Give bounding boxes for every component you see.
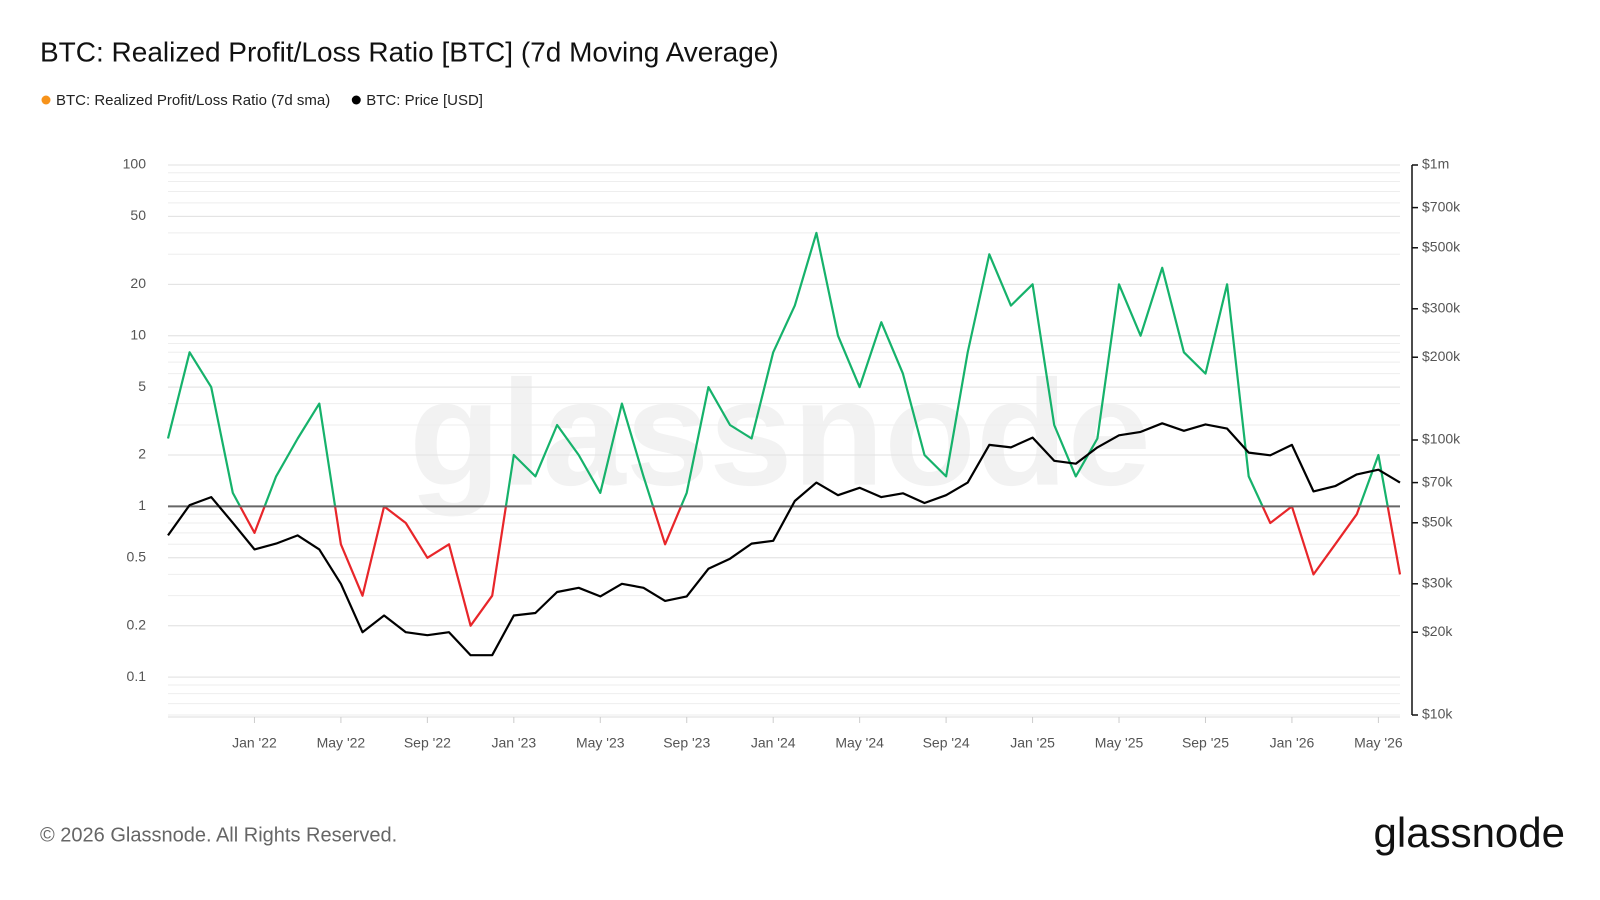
y-tick-label: 10 xyxy=(130,326,146,342)
watermark: glassnode xyxy=(409,349,1151,517)
y2-tick-label: $300k xyxy=(1422,299,1461,315)
x-tick-label: Jan '26 xyxy=(1270,735,1315,751)
y2-tick-label: $100k xyxy=(1422,431,1461,447)
x-tick-label: Sep '22 xyxy=(404,735,451,751)
y-tick-label: 0.1 xyxy=(127,668,147,684)
legend-marker xyxy=(41,95,51,105)
y2-tick-label: $200k xyxy=(1422,348,1461,364)
footer: © 2026 Glassnode. All Rights Reserved. xyxy=(40,824,397,846)
legend-label: BTC: Price [USD] xyxy=(366,92,483,109)
y2-tick-label: $30k xyxy=(1422,574,1453,590)
x-tick-label: Sep '25 xyxy=(1182,735,1229,751)
x-tick-label: May '24 xyxy=(835,735,884,751)
y2-tick-label: $20k xyxy=(1422,623,1453,639)
y2-tick-label: $10k xyxy=(1422,706,1453,722)
y-tick-label: 50 xyxy=(130,207,146,223)
legend-marker xyxy=(351,95,361,105)
x-tick-label: Sep '24 xyxy=(923,735,970,751)
chart-title: BTC: Realized Profit/Loss Ratio [BTC] (7… xyxy=(40,36,779,67)
y2-tick-label: $500k xyxy=(1422,238,1461,254)
x-tick-label: Jan '23 xyxy=(491,735,536,751)
y2-tick-label: $1m xyxy=(1422,156,1449,172)
x-tick-label: Jan '22 xyxy=(232,735,277,751)
brand-logo: glassnode xyxy=(1374,809,1565,856)
legend-label: BTC: Realized Profit/Loss Ratio (7d sma) xyxy=(56,92,330,109)
x-tick-label: Jan '24 xyxy=(751,735,796,751)
y2-tick-label: $50k xyxy=(1422,513,1453,529)
x-tick-label: Jan '25 xyxy=(1010,735,1055,751)
y-tick-label: 2 xyxy=(138,446,146,462)
x-tick-label: May '22 xyxy=(317,735,366,751)
x-tick-label: May '25 xyxy=(1095,735,1144,751)
y-tick-label: 5 xyxy=(138,378,146,394)
x-tick-label: Sep '23 xyxy=(663,735,710,751)
y-tick-label: 0.5 xyxy=(127,549,147,565)
y-tick-label: 20 xyxy=(130,275,146,291)
y2-tick-label: $700k xyxy=(1422,198,1461,214)
y2-tick-label: $70k xyxy=(1422,473,1453,489)
y-tick-label: 100 xyxy=(123,156,147,172)
series-line xyxy=(167,422,1401,657)
y-tick-label: 1 xyxy=(138,497,146,513)
series-line xyxy=(166,231,1402,627)
y-tick-label: 0.2 xyxy=(127,616,147,632)
x-tick-label: May '26 xyxy=(1354,735,1403,751)
x-tick-label: May '23 xyxy=(576,735,625,751)
